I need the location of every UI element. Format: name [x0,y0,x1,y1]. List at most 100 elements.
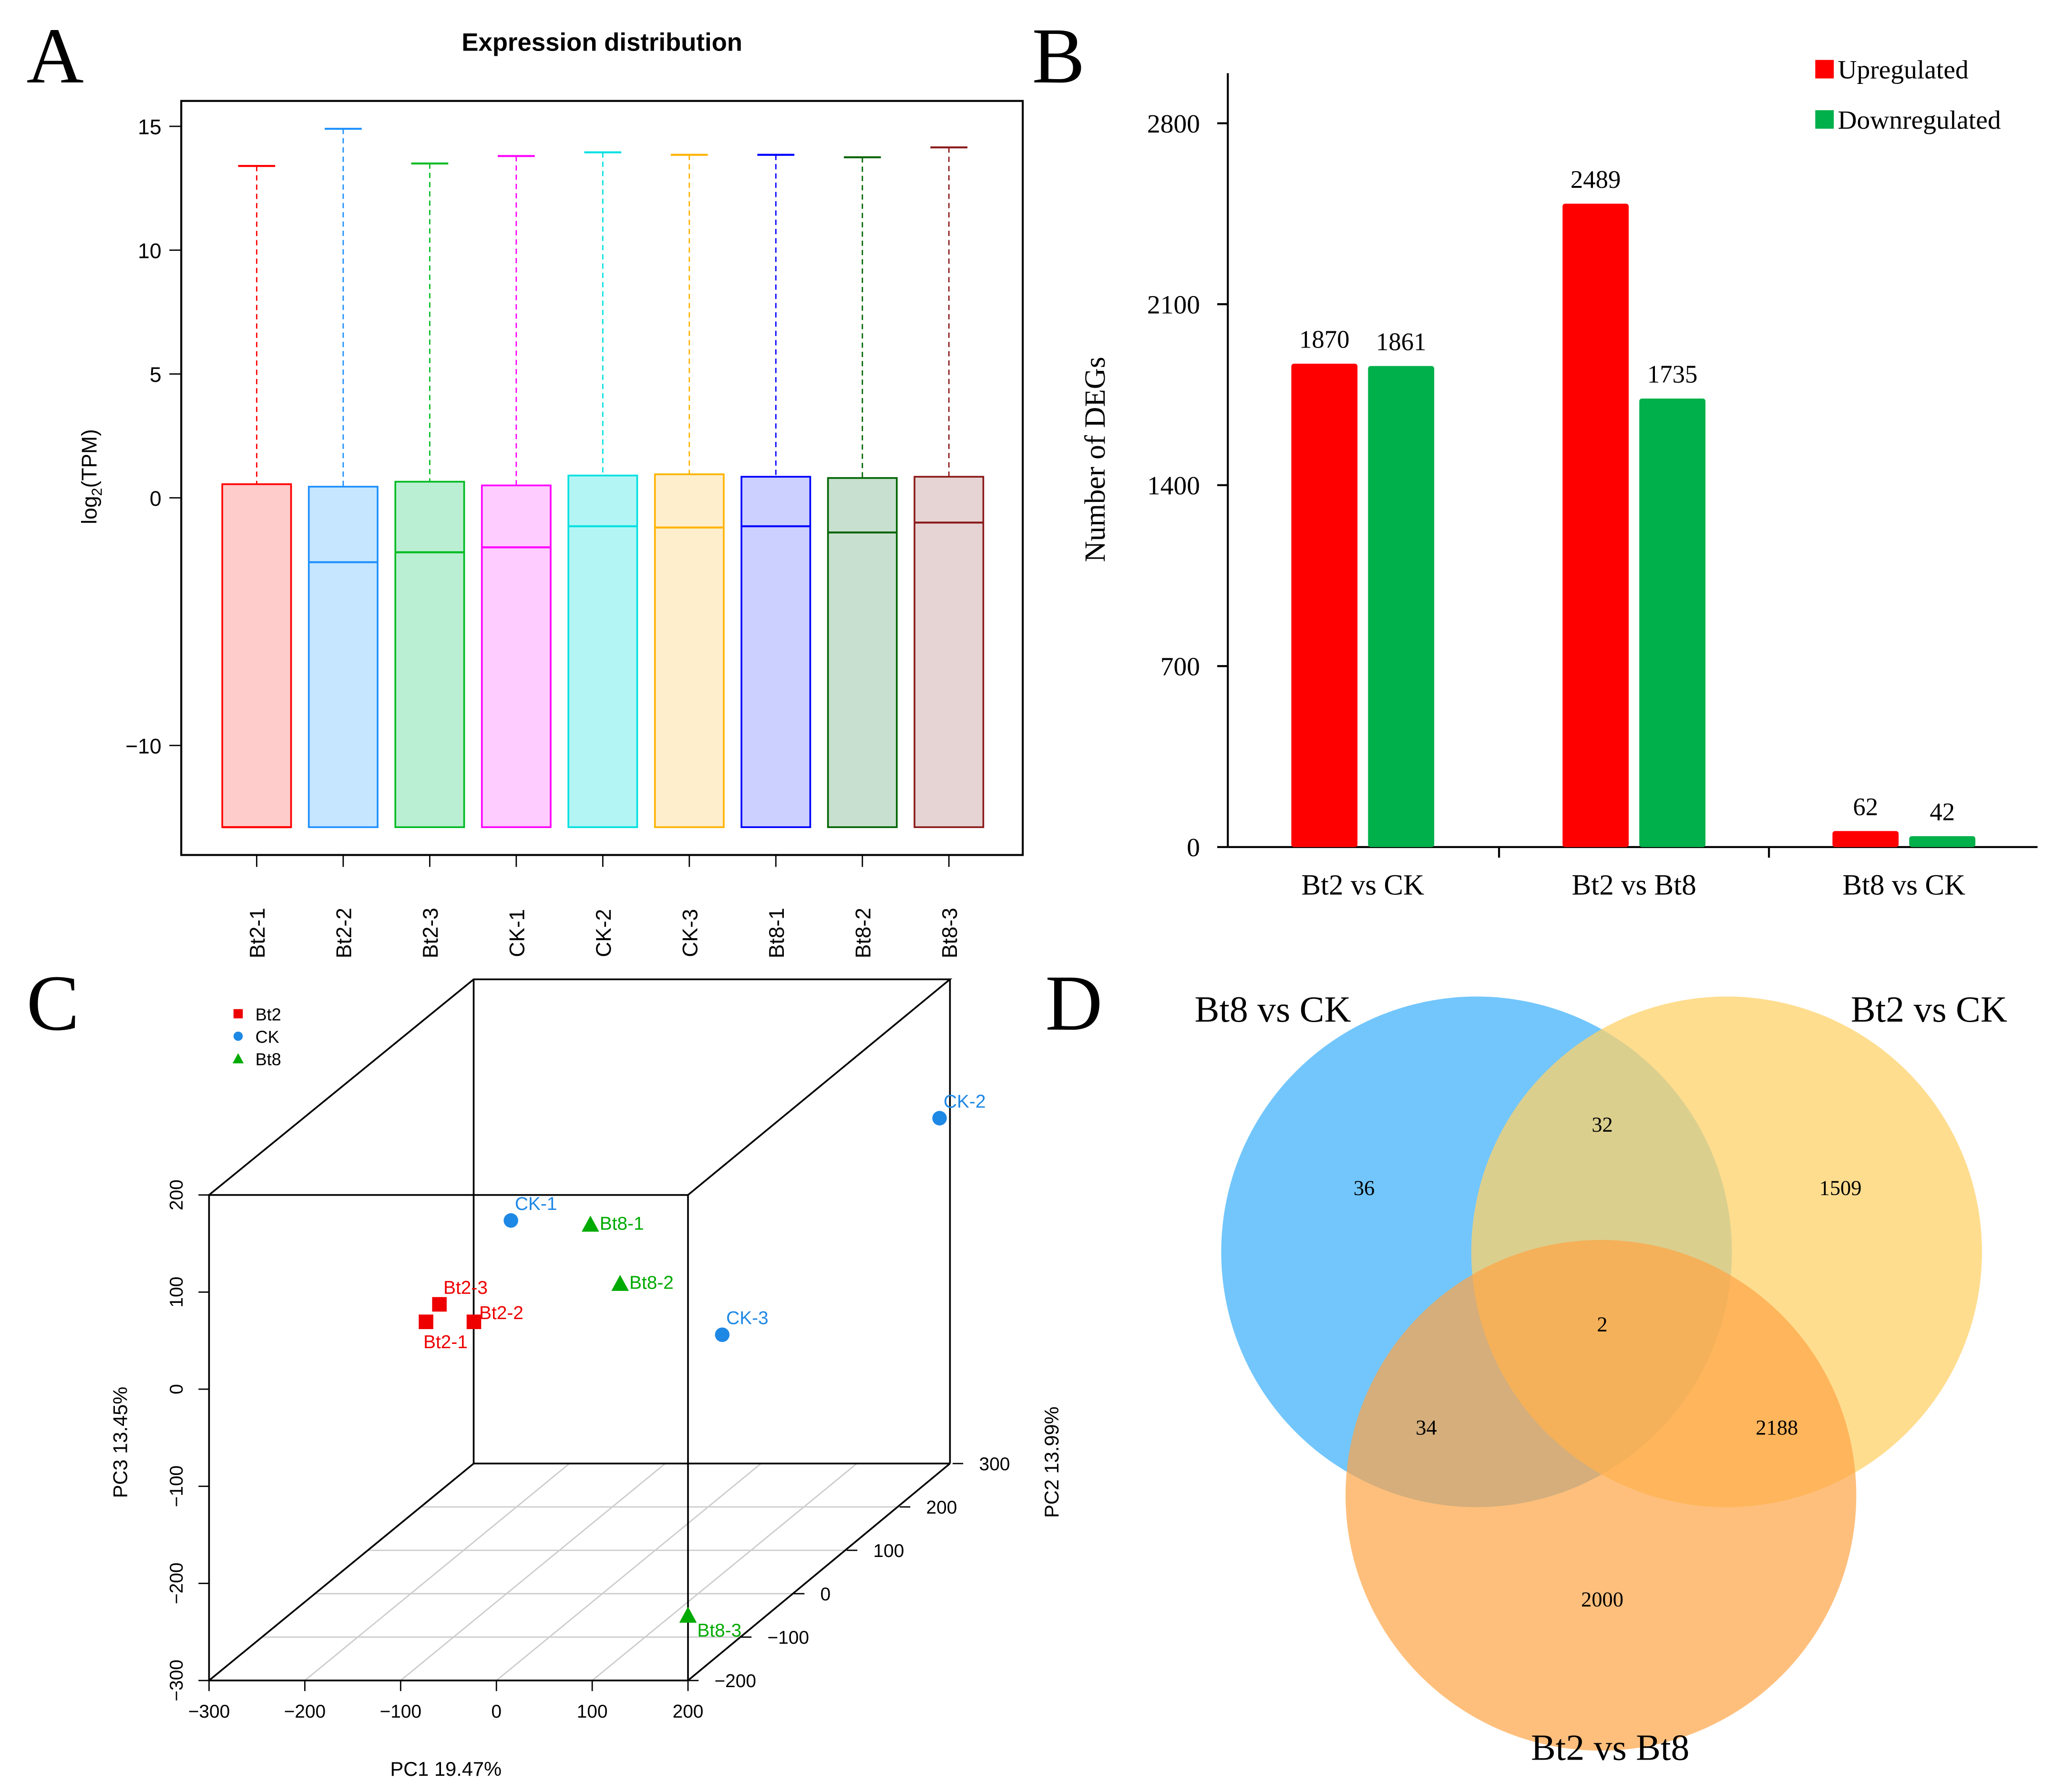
pca-floor-grid-line [304,1463,570,1681]
pca-z-tick-label: 200 [166,1179,187,1210]
boxplot-box-rect [308,486,379,828]
bar-legend: Upregulated Downregulated [1815,56,2001,135]
pca-x-tick-label: 100 [577,1701,608,1722]
pca-point-marker [582,1216,599,1232]
pca-y-tick-label: 100 [873,1541,904,1561]
pca-y-label: PC2 13.99% [1040,1406,1063,1518]
venn-region-only-bt2ck: 1509 [1819,1176,1862,1200]
pca-point-label: Bt2-2 [479,1303,524,1323]
pca-point-Bt2-3: Bt2-3 [432,1278,488,1312]
boxplot-y-tick-label: 10 [138,239,161,263]
venn-region-bt8ck-bt2bt8: 34 [1416,1415,1437,1439]
pca-point-label: Bt2-1 [423,1332,468,1352]
pca-x-tick-label: −100 [380,1701,422,1722]
pca-z-label: PC3 13.45% [109,1387,131,1498]
boxplot-box-rect [481,484,552,828]
pca-box [208,978,953,1681]
pca-z-tick-label: 100 [166,1277,187,1308]
pca-z-tick-label: 0 [166,1384,187,1394]
pca-box-top [208,978,953,1196]
boxplot-box-Bt2-1: Bt2-1 [221,165,292,958]
pca-point-CK-3: CK-3 [715,1308,769,1342]
bar-data-label: 1735 [1647,361,1697,389]
bar-y-tick-label: 1400 [1147,471,1200,501]
legend-label: Upregulated [1838,56,1969,85]
boxplot-box-rect [740,476,811,828]
pca-x-tick-label: 200 [673,1701,704,1722]
pca-point-marker [715,1327,730,1342]
pca-point-marker [932,1111,947,1126]
pca-box-front [208,1194,689,1681]
boxplot-panel: Expression distribution log2(TPM) 15 10 5 0… [78,28,1024,958]
boxplot-box-Bt2-3: Bt2-3 [394,162,465,958]
pca-x-tick-label: −300 [188,1701,230,1722]
boxplot-box-Bt8-3: Bt8-3 [914,146,985,958]
pca-point-Bt2-2: Bt2-2 [466,1303,524,1329]
pca-point-marker [611,1275,629,1291]
pca-box-floor-left [208,1463,474,1681]
venn-set-label-bt8-vs-ck: Bt8 vs CK [1195,989,1351,1030]
pca-floor-grid-line [496,1463,762,1681]
panel-label-a: A [27,12,84,100]
legend-swatch-upregulated [1815,60,1834,79]
bar-panel: Number of DEGs 0 700 1400 2100 2800 1870 1861… [1079,56,2038,901]
boxplot-box-rect [914,476,985,828]
bar-x-tick-label: Bt8 vs CK [1842,870,1965,901]
pca-box-floor-right [687,1463,951,1681]
bar-downregulated [1368,366,1435,847]
pca-y-tick-label: −100 [768,1628,810,1648]
pca-legend: Bt2 CK Bt8 [232,1004,281,1069]
pca-point-label: Bt8-3 [697,1620,741,1641]
pca-legend-label: Bt2 [256,1004,281,1024]
pca-legend-label: CK [256,1027,279,1047]
pca-legend-marker-bt8 [232,1053,244,1064]
boxplot-box-rect [221,483,292,828]
bar-data-label: 1870 [1299,326,1349,354]
venn-region-only-bt2bt8: 2000 [1581,1587,1623,1611]
boxplot-box-Bt8-1: Bt8-1 [740,154,811,958]
legend-label: Downregulated [1838,106,2001,135]
pca-point-label: Bt2-3 [443,1278,488,1298]
pca-point-label: CK-2 [944,1091,986,1112]
venn-region-bt8ck-bt2ck: 32 [1592,1112,1612,1136]
pca-point-label: CK-1 [515,1194,557,1214]
panel-label-b: B [1032,12,1085,100]
pca-floor-grid-line [592,1463,857,1681]
venn-region-bt2ck-bt2bt8: 2188 [1756,1415,1798,1439]
pca-floor-grid-line [400,1463,666,1681]
pca-z-tick-label: −100 [166,1465,187,1507]
pca-point-marker [679,1607,697,1623]
boxplot-x-tick-label: CK-3 [678,909,702,957]
pca-y-tick-label: −200 [715,1671,757,1691]
boxplot-x-tick-label: Bt2-2 [332,908,356,958]
venn-region-all: 2 [1597,1312,1607,1336]
boxplot-box-rect [654,473,725,828]
boxplot-x-tick-label: Bt8-3 [938,908,962,958]
bar-y-tick-label: 700 [1160,653,1200,682]
boxplot-y-tick-label: 5 [150,363,162,387]
pca-point-marker [432,1297,447,1312]
boxplot-title: Expression distribution [462,28,742,56]
boxplot-box-CK-2: CK-2 [567,151,638,957]
bar-y-tick-label: 2800 [1147,110,1200,139]
pca-y-tick-label: 200 [926,1497,957,1518]
pca-point-label: Bt8-1 [600,1213,644,1234]
pca-z-tick-label: −200 [166,1563,187,1605]
boxplot-box-rect [567,474,638,828]
venn-region-only-bt8ck: 36 [1354,1176,1375,1200]
pca-x-label: PC1 19.47% [390,1758,502,1780]
boxplot-box-CK-3: CK-3 [654,154,725,957]
bar-upregulated [1291,363,1358,847]
bar-downregulated [1909,836,1976,847]
pca-point-Bt8-2: Bt8-2 [611,1273,674,1293]
pca-legend-label: Bt8 [256,1050,281,1069]
boxplot-y-label: log2(TPM) [78,429,105,524]
pca-point-label: CK-3 [726,1308,769,1329]
panel-label-c: C [27,960,80,1047]
boxplot-y-tick-label: −10 [125,735,161,758]
bar-data-label: 62 [1853,793,1878,821]
boxplot-box-Bt8-2: Bt8-2 [827,156,898,958]
pca-panel: −300 −200 −100 0 100 200 −200 −100 0 100 200 300 −30… [109,978,1063,1780]
pca-point-Bt2-1: Bt2-1 [419,1314,468,1352]
